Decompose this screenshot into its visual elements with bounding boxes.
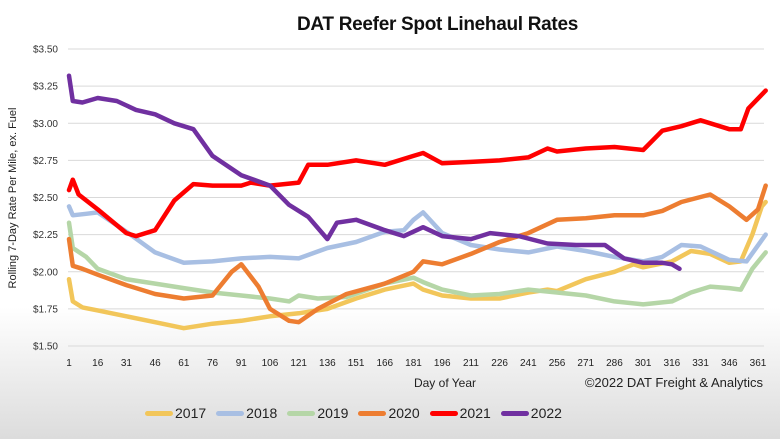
y-tick-label: $1.50 [33,342,58,353]
x-tick-label: 46 [150,358,162,369]
x-tick-label: 226 [491,358,508,369]
x-tick-label: 271 [577,358,594,369]
legend-swatch [500,410,529,416]
legend-item-2021: 2021 [429,405,491,421]
x-tick-label: 256 [549,358,566,369]
legend-swatch [429,410,458,416]
legend-label: 2022 [530,405,562,421]
x-tick-label: 346 [721,358,738,369]
x-tick-label: 196 [434,358,451,369]
legend-swatch [145,410,173,416]
x-tick-label: 331 [692,358,709,369]
legend-item-2022: 2022 [500,405,562,421]
x-tick-label: 121 [290,358,307,369]
y-tick-label: $2.50 [33,193,58,204]
x-tick-label: 316 [664,358,681,369]
x-tick-label: 31 [121,358,133,369]
x-axis-label: Day of Year [414,376,476,390]
legend-swatch [216,410,245,416]
legend-label: 2019 [317,405,349,421]
y-tick-label: $3.25 [33,82,58,93]
series-line-2020 [66,183,768,325]
x-tick-labels: 1 16 31 46 61 76 91 106 121 136 151 166 181 196 211 226… [66,358,767,369]
legend: 2017 2018 2019 2020 2021 2022 [145,405,562,421]
x-tick-label: 286 [606,358,623,369]
series-line-2019 [66,220,768,307]
y-tick-label: $3.50 [33,45,58,56]
legend-item-2020: 2020 [358,405,420,421]
legend-item-2017: 2017 [145,405,206,421]
x-tick-label: 241 [520,358,537,369]
y-axis-label: Rolling 7-Day Rate Per Mile, ex. Fuel [7,108,19,289]
x-tick-label: 151 [348,358,365,369]
series-line-2021 [66,88,768,239]
y-tick-labels: $1.50 $1.75 $2.00 $2.25 $2.50 $2.75 $3.00 $3.25… [33,45,58,353]
gridlines [68,48,764,347]
legend-swatch [287,410,316,416]
x-tick-label: 361 [750,358,767,369]
series-line-2017 [66,199,768,331]
x-tick-label: 136 [319,358,336,369]
legend-label: 2017 [175,405,207,421]
y-tick-label: $3.00 [33,119,58,130]
x-tick-label: 16 [92,358,104,369]
x-tick-label: 1 [66,358,72,369]
legend-label: 2021 [459,405,491,421]
x-tick-label: 61 [178,358,190,369]
legend-label: 2020 [388,405,420,421]
y-tick-label: $2.25 [33,230,58,241]
chart-title: DAT Reefer Spot Linehaul Rates [297,14,578,35]
legend-item-2019: 2019 [287,405,348,421]
series-line-2022 [66,73,682,272]
y-tick-label: $2.00 [33,267,58,278]
x-tick-label: 106 [262,358,279,369]
x-tick-label: 76 [207,358,219,369]
y-tick-label: $1.75 [33,304,58,315]
legend-label: 2018 [246,405,278,421]
x-tick-label: 166 [376,358,393,369]
x-tick-label: 91 [236,358,248,369]
series-lines [66,73,768,331]
series-line-2018 [66,204,768,266]
y-tick-label: $2.75 [33,156,58,167]
x-tick-label: 301 [635,358,652,369]
legend-item-2018: 2018 [216,405,277,421]
x-tick-label: 211 [463,358,479,369]
legend-swatch [358,410,387,416]
x-tick-label: 181 [405,358,422,369]
copyright-credit: ©2022 DAT Freight & Analytics [585,375,764,390]
